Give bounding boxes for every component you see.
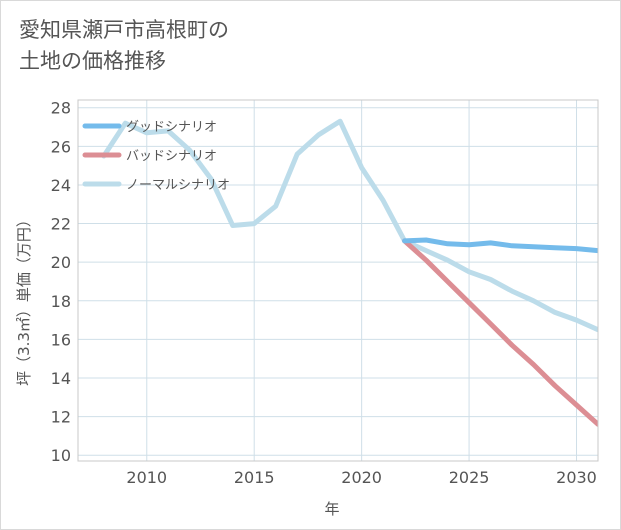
legend-label-1: バッドシナリオ: [126, 149, 217, 164]
y-tick-label: 26: [51, 137, 71, 156]
x-tick-label: 2020: [341, 468, 382, 487]
x-tick-label: 2030: [556, 468, 597, 487]
legend-label-2: ノーマルシナリオ: [126, 178, 230, 193]
grid-lines: [78, 100, 598, 461]
chart-title: 愛知県瀬戸市高根町の 土地の価格推移: [19, 15, 229, 77]
chart-title-line-1: 愛知県瀬戸市高根町の: [19, 18, 229, 42]
x-axis-label: 年: [324, 500, 339, 518]
legend-label-0: グッドシナリオ: [126, 120, 217, 135]
y-tick-label: 22: [51, 215, 71, 234]
y-tick-label: 16: [51, 330, 71, 349]
x-tick-label: 2015: [234, 468, 275, 487]
series-line-1: [402, 238, 598, 427]
y-tick-label: 12: [51, 408, 71, 427]
axis-tick-labels: 10 12 14 16 18 20 22 24 26 28 2010 2015 2020 2025 2030: [51, 99, 597, 487]
y-tick-label: 24: [51, 176, 71, 195]
x-tick-label: 2025: [449, 468, 490, 487]
x-tick-label: 2010: [126, 468, 167, 487]
y-tick-label: 18: [51, 292, 71, 311]
y-tick-label: 20: [51, 253, 71, 272]
y-tick-label: 28: [51, 99, 71, 118]
series-line-2: [101, 118, 598, 333]
chart-title-line-2: 土地の価格推移: [19, 49, 166, 73]
plot-frame: [77, 99, 599, 462]
series-lines: [101, 118, 598, 427]
series-line-0: [402, 237, 598, 254]
y-tick-label: 14: [51, 369, 71, 388]
y-tick-label: 10: [51, 446, 71, 465]
y-axis-label: 坪（3.3㎡）単価（万円）: [15, 212, 33, 386]
